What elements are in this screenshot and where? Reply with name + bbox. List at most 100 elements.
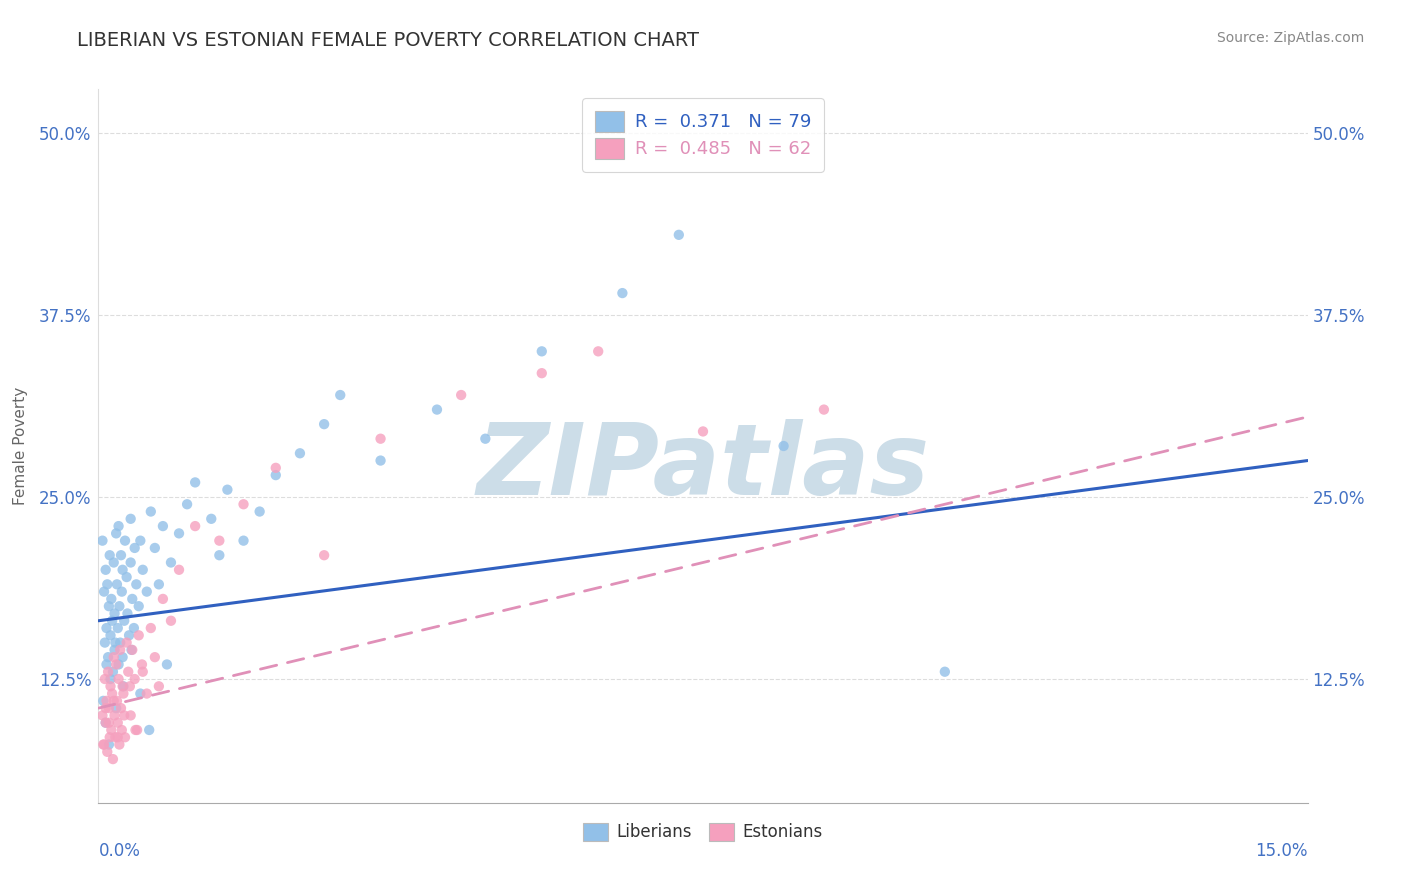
Point [108, 643, 131, 657]
Point [135, 687, 157, 701]
Point [107, 731, 129, 745]
Point [111, 584, 134, 599]
Point [586, 344, 609, 359]
Point [612, 286, 634, 301]
Point [249, 504, 271, 518]
Point [120, 512, 142, 526]
Point [112, 679, 135, 693]
Point [474, 432, 496, 446]
Point [117, 607, 139, 621]
Point [184, 475, 207, 490]
Point [96, 657, 118, 672]
Point [93, 584, 115, 599]
Point [97, 599, 120, 614]
Point [94, 635, 117, 649]
Point [114, 533, 136, 548]
Point [118, 628, 141, 642]
Point [426, 402, 449, 417]
Point [176, 497, 198, 511]
Point [120, 556, 142, 570]
Point [370, 432, 392, 446]
Point [103, 643, 125, 657]
Point [264, 460, 287, 475]
Point [118, 679, 141, 693]
Point [127, 723, 149, 737]
Point [208, 548, 231, 562]
Point [94, 715, 117, 730]
Point [107, 715, 129, 730]
Point [107, 621, 129, 635]
Point [122, 621, 145, 635]
Point [91, 533, 114, 548]
Point [96, 745, 118, 759]
Point [121, 643, 143, 657]
Point [94, 715, 117, 730]
Text: ZIPatlas: ZIPatlas [477, 419, 929, 516]
Point [370, 453, 392, 467]
Point [314, 417, 336, 432]
Point [97, 738, 120, 752]
Point [148, 577, 170, 591]
Point [111, 650, 134, 665]
Point [101, 614, 124, 628]
Point [156, 657, 179, 672]
Point [110, 701, 132, 715]
Point [139, 504, 162, 518]
Point [167, 563, 190, 577]
Point [772, 439, 794, 453]
Point [105, 694, 128, 708]
Point [530, 366, 553, 380]
Point [104, 635, 127, 649]
Point [160, 614, 183, 628]
Point [148, 679, 170, 693]
Point [152, 519, 174, 533]
Point [94, 563, 117, 577]
Point [160, 556, 183, 570]
Point [132, 563, 155, 577]
Point [101, 665, 124, 679]
Point [107, 519, 129, 533]
Point [208, 533, 231, 548]
Point [314, 548, 336, 562]
Point [329, 388, 352, 402]
Point [132, 665, 155, 679]
Point [530, 344, 553, 359]
Point [103, 607, 125, 621]
Point [108, 635, 131, 649]
Point [129, 687, 152, 701]
Point [101, 687, 124, 701]
Point [167, 526, 190, 541]
Point [139, 621, 162, 635]
Point [97, 650, 120, 665]
Point [103, 556, 125, 570]
Point [107, 672, 129, 686]
Point [128, 628, 150, 642]
Point [93, 738, 115, 752]
Point [97, 715, 120, 730]
Point [120, 708, 142, 723]
Point [107, 657, 129, 672]
Point [115, 635, 138, 649]
Y-axis label: Female Poverty: Female Poverty [13, 387, 28, 505]
Point [104, 731, 127, 745]
Point [103, 708, 125, 723]
Point [124, 541, 146, 555]
Point [124, 672, 146, 686]
Point [110, 548, 132, 562]
Point [97, 665, 120, 679]
Point [288, 446, 311, 460]
Point [143, 650, 166, 665]
Point [97, 701, 120, 715]
Point [94, 672, 117, 686]
Point [101, 752, 124, 766]
Point [96, 577, 118, 591]
Point [98, 731, 121, 745]
Point [100, 723, 122, 737]
Point [112, 687, 135, 701]
Point [668, 227, 690, 242]
Point [138, 723, 160, 737]
Point [131, 657, 153, 672]
Point [264, 468, 287, 483]
Point [200, 512, 222, 526]
Point [91, 694, 114, 708]
